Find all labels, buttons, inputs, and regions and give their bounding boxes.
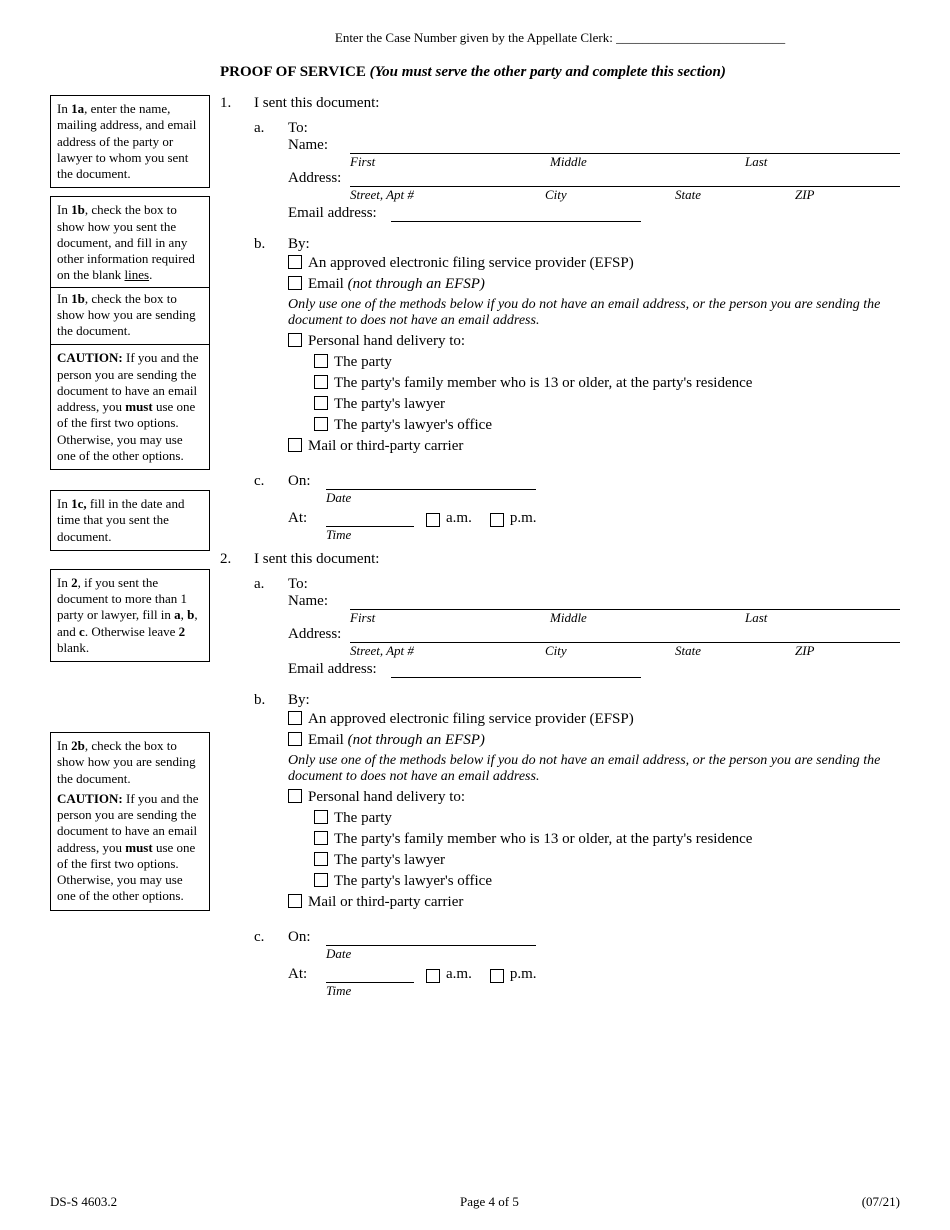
form-column: 1. I sent this document: a. To: Name: Fi… [220, 95, 900, 1013]
at-label-2: At: [288, 966, 324, 983]
first-sublabel: First [350, 154, 550, 170]
last-sublabel: Last [745, 154, 900, 170]
cb-lawyer-office-2[interactable] [314, 873, 328, 887]
instruction-caution-1: CAUTION: If you and the person you are s… [50, 344, 210, 470]
footer: DS-S 4603.2 Page 4 of 5 (07/21) [50, 1194, 900, 1210]
cb-mail-1[interactable] [288, 438, 302, 452]
to-label: To: [288, 120, 900, 137]
address-label-2: Address: [288, 626, 350, 643]
cb-am-2[interactable] [426, 969, 440, 983]
case-number-blank[interactable]: __________________________ [616, 30, 785, 45]
name-field-2[interactable] [350, 593, 900, 610]
instructions-column: In 1a, enter the name, mailing address, … [50, 95, 220, 1013]
letter-1b: b. [254, 236, 288, 459]
by-label: By: [288, 236, 900, 253]
item-1: 1. I sent this document: [220, 95, 900, 112]
instruction-2b: In 2b, check the box to show how you are… [50, 732, 210, 911]
by-label-2: By: [288, 692, 900, 709]
time-sublabel: Time [326, 527, 900, 543]
cb-lawyer-1[interactable] [314, 396, 328, 410]
letter-1a: a. [254, 120, 288, 222]
address-field-1[interactable] [350, 170, 900, 187]
item-1a: a. To: Name: First Middle Last Address: [220, 120, 900, 222]
street-sublabel: Street, Apt # [350, 187, 545, 203]
email-field-2[interactable] [391, 661, 641, 678]
item-2c: c. On: Date At: a.m. p.m. Time [220, 929, 900, 999]
only-note-1: Only use one of the methods below if you… [288, 297, 900, 329]
name-label-2: Name: [288, 593, 350, 610]
item-1c: c. On: Date At: a.m. p.m. Time [220, 473, 900, 543]
form-number: DS-S 4603.2 [50, 1194, 117, 1210]
item-2a: a. To: Name: First Middle Last Address: [220, 576, 900, 678]
cb-am-1[interactable] [426, 513, 440, 527]
cb-email-1[interactable] [288, 276, 302, 290]
page-number: Page 4 of 5 [460, 1194, 519, 1210]
city-sublabel: City [545, 187, 675, 203]
sent-text-1: I sent this document: [254, 95, 900, 112]
section-title: PROOF OF SERVICE (You must serve the oth… [50, 64, 900, 81]
num-2: 2. [220, 551, 254, 568]
date-field-1[interactable] [326, 489, 536, 490]
cb-lawyer-office-1[interactable] [314, 417, 328, 431]
on-label: On: [288, 473, 324, 490]
email-field-1[interactable] [391, 205, 641, 222]
only-note-2: Only use one of the methods below if you… [288, 753, 900, 785]
cb-family-2[interactable] [314, 831, 328, 845]
address-label: Address: [288, 170, 350, 187]
middle-sublabel: Middle [550, 154, 745, 170]
instruction-1c: In 1c, fill in the date and time that yo… [50, 490, 210, 551]
cb-party-1[interactable] [314, 354, 328, 368]
letter-2c: c. [254, 929, 288, 999]
date-sublabel: Date [326, 490, 900, 506]
address-field-2[interactable] [350, 626, 900, 643]
instruction-1a: In 1a, enter the name, mailing address, … [50, 95, 210, 188]
page: Enter the Case Number given by the Appel… [0, 0, 950, 1230]
cb-family-1[interactable] [314, 375, 328, 389]
date-field-2[interactable] [326, 945, 536, 946]
name-field-1[interactable] [350, 137, 900, 154]
title-sub: (You must serve the other party and comp… [370, 64, 726, 80]
num-1: 1. [220, 95, 254, 112]
case-prompt: Enter the Case Number given by the Appel… [335, 30, 613, 45]
state-sublabel: State [675, 187, 795, 203]
cb-lawyer-2[interactable] [314, 852, 328, 866]
cb-efsp-2[interactable] [288, 711, 302, 725]
item-2b: b. By: An approved electronic filing ser… [220, 692, 900, 915]
email-label-2: Email address: [288, 661, 377, 678]
header-case-line: Enter the Case Number given by the Appel… [50, 30, 900, 46]
to-label-2: To: [288, 576, 900, 593]
revision-date: (07/21) [862, 1194, 900, 1210]
cb-email-2[interactable] [288, 732, 302, 746]
letter-2b: b. [254, 692, 288, 915]
at-label: At: [288, 510, 324, 527]
email-label: Email address: [288, 205, 377, 222]
sent-text-2: I sent this document: [254, 551, 900, 568]
item-2: 2. I sent this document: [220, 551, 900, 568]
cb-personal-1[interactable] [288, 333, 302, 347]
cb-pm-1[interactable] [490, 513, 504, 527]
cb-party-2[interactable] [314, 810, 328, 824]
instruction-1b-send: In 1b, check the box to show how you sen… [50, 196, 210, 344]
item-1b: b. By: An approved electronic filing ser… [220, 236, 900, 459]
cb-personal-2[interactable] [288, 789, 302, 803]
cb-efsp-1[interactable] [288, 255, 302, 269]
title-main: PROOF OF SERVICE [220, 64, 366, 80]
cb-pm-2[interactable] [490, 969, 504, 983]
instruction-2: In 2, if you sent the document to more t… [50, 569, 210, 662]
letter-2a: a. [254, 576, 288, 678]
name-label: Name: [288, 137, 350, 154]
zip-sublabel: ZIP [795, 187, 900, 203]
letter-1c: c. [254, 473, 288, 543]
on-label-2: On: [288, 929, 324, 946]
cb-mail-2[interactable] [288, 894, 302, 908]
